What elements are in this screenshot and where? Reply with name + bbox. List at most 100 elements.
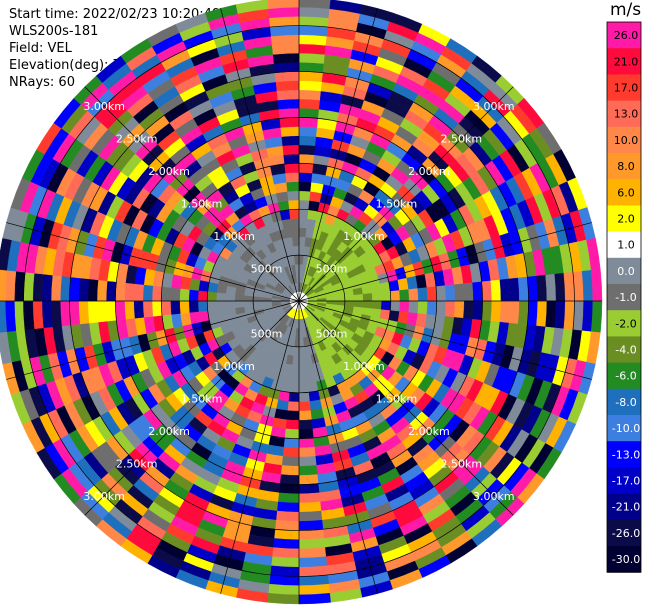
colorbar-segment bbox=[607, 100, 641, 128]
range-ring-label: 500m bbox=[251, 263, 283, 276]
range-gate bbox=[284, 428, 300, 439]
field-label: Field: VEL bbox=[9, 41, 72, 56]
range-gate bbox=[272, 538, 300, 550]
range-gate bbox=[298, 107, 320, 119]
range-gate bbox=[290, 218, 300, 229]
range-gate bbox=[390, 300, 401, 312]
azimuth-line bbox=[298, 300, 592, 380]
range-gate bbox=[298, 80, 323, 92]
range-gate bbox=[298, 583, 330, 596]
colorbar-tick-label: -6.0 bbox=[615, 370, 636, 383]
range-gate bbox=[298, 218, 308, 229]
range-gate bbox=[454, 300, 465, 319]
nrays-label: NRays: 60 bbox=[9, 75, 75, 90]
azimuth-line bbox=[298, 300, 514, 516]
colorbar-tick-label: -21.0 bbox=[612, 501, 640, 514]
range-gate bbox=[188, 300, 199, 313]
range-gate bbox=[234, 300, 245, 308]
range-gate bbox=[32, 272, 44, 302]
range-gate bbox=[87, 278, 99, 302]
range-ring bbox=[252, 254, 346, 348]
colorbar-tick-label: 10.0 bbox=[614, 134, 639, 147]
range-gate bbox=[133, 283, 144, 302]
colorbar-tick-label: -1.0 bbox=[615, 291, 636, 304]
range-gate bbox=[269, 565, 300, 577]
range-gate bbox=[298, 199, 310, 210]
colorbar-tick-label: -26.0 bbox=[612, 527, 640, 540]
range-gate bbox=[590, 269, 603, 302]
range-gate bbox=[69, 300, 81, 326]
range-gate bbox=[298, 428, 314, 439]
range-ring-label: 2.50km bbox=[116, 457, 158, 470]
range-gate bbox=[50, 300, 62, 328]
range-gate bbox=[298, 98, 321, 110]
range-gate bbox=[4, 300, 17, 332]
range-gate bbox=[298, 501, 322, 513]
range-gate bbox=[298, 492, 321, 504]
range-gate bbox=[380, 291, 392, 302]
range-gate bbox=[298, 34, 328, 46]
colorbar-tick-label: 2.0 bbox=[617, 213, 635, 226]
colorbar-tick-label: 26.0 bbox=[614, 29, 639, 42]
range-gate bbox=[298, 153, 315, 165]
range-gate bbox=[554, 300, 566, 330]
range-gate bbox=[281, 456, 300, 467]
colorbar-tick-label: -13.0 bbox=[612, 448, 640, 461]
range-gate bbox=[170, 287, 181, 302]
range-ring-label: 2.50km bbox=[116, 133, 158, 146]
range-ring-label: 500m bbox=[316, 328, 348, 341]
range-ring-label: 1.00km bbox=[213, 360, 255, 373]
range-gate bbox=[197, 300, 208, 312]
range-gate bbox=[517, 276, 529, 302]
range-ring-label: 2.00km bbox=[148, 165, 190, 178]
range-gate bbox=[463, 282, 474, 302]
colorbar-tick-label: -4.0 bbox=[615, 344, 636, 357]
range-gate bbox=[298, 483, 320, 495]
range-gate bbox=[499, 278, 511, 302]
range-gate bbox=[283, 437, 300, 449]
range-gate bbox=[142, 284, 154, 302]
azimuth-line bbox=[6, 300, 300, 380]
range-gate bbox=[161, 300, 172, 316]
range-gate bbox=[96, 279, 108, 302]
range-gate bbox=[298, 547, 327, 559]
range-gate bbox=[278, 483, 300, 495]
range-gate bbox=[274, 71, 300, 83]
range-gate bbox=[390, 290, 401, 302]
range-gate bbox=[298, 181, 312, 192]
azimuth-line bbox=[220, 300, 300, 594]
range-gate bbox=[23, 300, 35, 331]
range-gate bbox=[490, 300, 502, 323]
azimuth-line bbox=[298, 300, 378, 594]
range-gate bbox=[278, 107, 300, 119]
range-gate bbox=[298, 446, 316, 458]
range-gate bbox=[481, 280, 493, 302]
colorbar-tick-label: 0.0 bbox=[617, 265, 635, 278]
range-gate bbox=[298, 556, 328, 568]
colorbar-segment bbox=[607, 415, 641, 442]
range-gate bbox=[408, 288, 419, 302]
range-gate bbox=[344, 295, 355, 302]
range-gate bbox=[298, 25, 329, 37]
range-gate bbox=[279, 474, 300, 485]
range-gate bbox=[298, 89, 322, 101]
range-gate bbox=[499, 300, 511, 324]
range-gate bbox=[225, 293, 236, 302]
range-gate bbox=[417, 287, 428, 302]
range-gate bbox=[444, 300, 456, 318]
range-gate bbox=[298, 172, 313, 183]
range-gate bbox=[536, 300, 548, 328]
colorbar-tick-label: 21.0 bbox=[614, 55, 639, 68]
range-gate bbox=[426, 286, 437, 302]
range-ring bbox=[23, 25, 575, 577]
range-gate bbox=[4, 270, 17, 302]
colorbar-segment bbox=[607, 336, 641, 364]
range-ring-label: 1.50km bbox=[181, 392, 223, 405]
range-ring bbox=[69, 71, 529, 531]
range-gate bbox=[581, 300, 594, 332]
range-gate bbox=[454, 283, 465, 302]
range-gate bbox=[306, 372, 317, 384]
range-gate bbox=[289, 208, 300, 220]
range-gate bbox=[298, 565, 329, 577]
range-gate bbox=[133, 300, 144, 319]
